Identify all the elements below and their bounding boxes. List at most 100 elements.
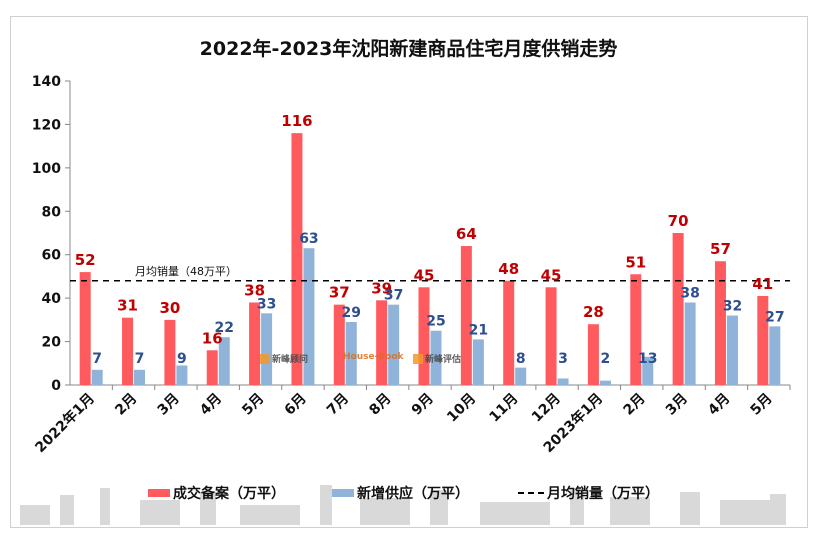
bar-supply bbox=[769, 326, 781, 385]
data-label-supply: 13 bbox=[638, 351, 657, 367]
bar-supply bbox=[726, 315, 738, 385]
average-line-label: 月均销量（48万平） bbox=[135, 264, 237, 278]
bar-sales bbox=[630, 274, 642, 385]
legend-item-average: 月均销量（万平） bbox=[518, 483, 659, 503]
skyline-building bbox=[320, 485, 332, 525]
chart-title: 2022年-2023年沈阳新建商品住宅月度供销走势 bbox=[199, 38, 618, 60]
x-tick-label: 2月 bbox=[620, 391, 648, 419]
watermark-text: 新峰评估 bbox=[425, 355, 462, 365]
data-label-sales: 57 bbox=[710, 240, 731, 258]
data-label-sales: 31 bbox=[117, 297, 138, 315]
watermark-text: House-Book bbox=[343, 352, 404, 362]
legend-label: 月均销量（万平） bbox=[547, 486, 659, 502]
y-tick-label: 20 bbox=[42, 335, 62, 351]
bar-sales bbox=[460, 246, 472, 385]
data-label-supply: 9 bbox=[177, 351, 187, 367]
bar-supply bbox=[218, 337, 230, 385]
data-label-sales: 37 bbox=[329, 284, 350, 302]
data-label-supply: 7 bbox=[92, 351, 102, 367]
x-tick-label: 5月 bbox=[748, 391, 776, 419]
x-tick-label: 4月 bbox=[705, 391, 733, 419]
y-tick-label: 80 bbox=[42, 204, 62, 220]
data-label-supply: 37 bbox=[384, 288, 403, 304]
skyline-building bbox=[100, 488, 110, 525]
data-label-sales: 45 bbox=[541, 266, 562, 284]
watermark-logo: 新峰评估 bbox=[413, 352, 461, 365]
x-tick-label: 10月 bbox=[444, 391, 479, 426]
data-label-supply: 2 bbox=[601, 351, 611, 367]
data-label-supply: 8 bbox=[516, 351, 526, 367]
data-label-supply: 38 bbox=[680, 285, 699, 301]
bar-supply bbox=[430, 330, 442, 385]
y-tick-label: 60 bbox=[42, 248, 62, 264]
data-label-sales: 39 bbox=[371, 279, 392, 297]
x-tick-label: 3月 bbox=[155, 391, 183, 419]
bar-supply bbox=[176, 365, 188, 385]
legend-dash bbox=[518, 492, 544, 494]
legend-label: 成交备案（万平） bbox=[173, 486, 285, 502]
bar-sales bbox=[714, 261, 726, 385]
skyline-building bbox=[480, 502, 550, 525]
y-tick-label: 0 bbox=[51, 378, 61, 394]
y-tick-label: 40 bbox=[42, 291, 62, 307]
x-tick-label: 11月 bbox=[487, 391, 522, 426]
watermark-logo: House-Book bbox=[343, 352, 404, 362]
legend-swatch bbox=[148, 489, 170, 497]
data-label-sales: 52 bbox=[75, 251, 96, 269]
bar-sales bbox=[545, 287, 557, 385]
x-tick-label: 2月 bbox=[112, 391, 140, 419]
data-label-supply: 7 bbox=[135, 351, 145, 367]
bar-supply bbox=[515, 367, 527, 385]
data-label-sales: 64 bbox=[456, 225, 477, 243]
data-label-supply: 32 bbox=[723, 299, 742, 315]
bar-supply bbox=[134, 369, 146, 385]
data-label-supply: 29 bbox=[342, 305, 361, 321]
skyline-building bbox=[430, 490, 448, 525]
bar-sales bbox=[206, 350, 218, 385]
x-tick-label: 3月 bbox=[663, 391, 691, 419]
y-tick-label: 120 bbox=[32, 117, 61, 133]
x-tick-label: 6月 bbox=[282, 391, 310, 419]
data-label-sales: 116 bbox=[281, 112, 312, 130]
x-tick-label: 7月 bbox=[324, 391, 352, 419]
data-label-sales: 30 bbox=[159, 299, 180, 317]
legend-swatch bbox=[332, 489, 354, 497]
data-label-supply: 33 bbox=[257, 296, 276, 312]
x-tick-label: 4月 bbox=[197, 391, 225, 419]
bar-supply bbox=[261, 313, 273, 385]
data-label-supply: 25 bbox=[426, 314, 445, 330]
skyline-building bbox=[240, 505, 300, 525]
bar-sales bbox=[164, 319, 176, 385]
bar-supply bbox=[472, 339, 484, 385]
data-label-supply: 63 bbox=[299, 231, 318, 247]
bar-sales bbox=[503, 280, 515, 385]
x-tick-label: 8月 bbox=[366, 391, 394, 419]
y-tick-label: 100 bbox=[32, 161, 61, 177]
data-label-supply: 21 bbox=[469, 322, 488, 338]
bar-sales bbox=[291, 133, 303, 385]
data-label-sales: 48 bbox=[498, 260, 519, 278]
skyline-building bbox=[570, 488, 584, 525]
data-label-sales: 70 bbox=[668, 212, 689, 230]
bar-sales bbox=[757, 295, 769, 385]
skyline-building bbox=[140, 500, 180, 525]
skyline-building bbox=[360, 498, 410, 525]
bar-sales bbox=[418, 287, 430, 385]
bar-sales bbox=[587, 324, 599, 385]
skyline-building bbox=[20, 505, 50, 525]
skyline-building bbox=[610, 497, 650, 525]
bar-supply bbox=[91, 369, 103, 385]
legend-item-sales: 成交备案（万平） bbox=[148, 483, 285, 503]
skyline-building bbox=[60, 495, 74, 525]
data-label-sales: 38 bbox=[244, 281, 265, 299]
data-label-sales: 45 bbox=[414, 266, 435, 284]
bar-sales bbox=[376, 300, 388, 385]
x-tick-label: 9月 bbox=[409, 391, 437, 419]
x-tick-label: 12月 bbox=[529, 391, 564, 426]
watermark-text: 新峰顾问 bbox=[272, 355, 309, 365]
legend-label: 新增供应（万平） bbox=[357, 486, 469, 502]
bar-supply bbox=[599, 380, 611, 385]
bar-supply bbox=[303, 248, 315, 385]
data-label-supply: 27 bbox=[765, 309, 784, 325]
